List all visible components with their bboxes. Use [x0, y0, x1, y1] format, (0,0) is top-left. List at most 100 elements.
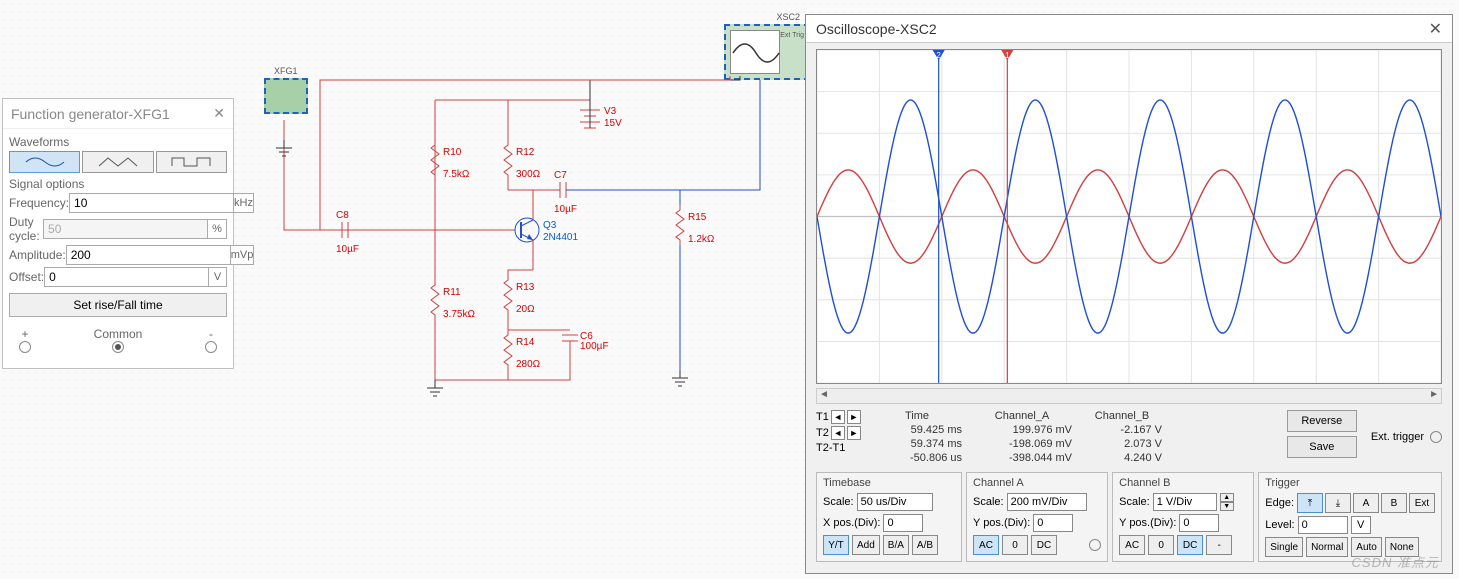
osc-titlebar[interactable]: Oscilloscope-XSC2 ✕ [806, 15, 1452, 43]
chb-scale-spinner[interactable]: ▲▼ [1220, 493, 1234, 511]
cha-scale-input[interactable] [1007, 493, 1087, 511]
fg-offset-input[interactable] [44, 267, 209, 287]
chb-scale-label: Scale: [1119, 496, 1150, 508]
osc-reverse-button[interactable]: Reverse [1287, 410, 1357, 432]
chb-title: Channel B [1119, 477, 1247, 489]
svg-text:1: 1 [1005, 51, 1010, 60]
ro-t2-right-button[interactable]: ► [847, 426, 861, 440]
xsc2-mini-scope [730, 30, 780, 74]
cha-dc-button[interactable]: DC [1031, 535, 1057, 555]
chb-ypos-input[interactable] [1179, 514, 1219, 532]
watermark-text: CSDN 准点元 [1352, 552, 1439, 571]
ro-t2-label: T2 [816, 427, 829, 439]
chb-ypos-label: Y pos.(Div): [1119, 517, 1176, 529]
cha-scale-label: Scale: [973, 496, 1004, 508]
ro-cell: 59.374 ms [872, 438, 962, 450]
fg-freq-unit[interactable]: kHz [234, 193, 254, 213]
trigger-edge-b-button[interactable]: B [1381, 493, 1407, 513]
trigger-mode-normal-button[interactable]: Normal [1306, 537, 1348, 557]
function-generator-window: Function generator-XFG1 ✕ Waveforms Sign… [2, 98, 234, 369]
fg-minus-label: - [205, 327, 217, 341]
fg-freq-label: Frequency: [9, 196, 69, 210]
ro-t1-right-button[interactable]: ► [847, 410, 861, 424]
fg-amp-input[interactable] [66, 245, 231, 265]
fg-duty-label: Duty cycle: [9, 215, 43, 243]
osc-readout-panel: T1 ◄ ► T2 ◄ ► T2-T1 TimeChannel_AChannel… [806, 406, 1452, 468]
fg-amp-unit[interactable]: mVp [231, 245, 255, 265]
timebase-xpos-label: X pos.(Div): [823, 517, 880, 529]
cha-ypos-label: Y pos.(Div): [973, 517, 1030, 529]
osc-exttrig-label: Ext. trigger [1371, 431, 1424, 443]
timebase-scale-input[interactable] [857, 493, 933, 511]
ro-header: Time [872, 410, 962, 422]
cha-title: Channel A [973, 477, 1101, 489]
trigger-level-input[interactable] [1298, 516, 1348, 534]
fg-wave-triangle-button[interactable] [82, 151, 153, 173]
timebase-ba-button[interactable]: B/A [883, 535, 909, 555]
osc-scope-display[interactable]: 2 1 [816, 49, 1442, 384]
chb-0-button[interactable]: 0 [1148, 535, 1174, 555]
cha-ac-button[interactable]: AC [973, 535, 999, 555]
fg-minus-terminal[interactable] [205, 341, 217, 353]
fg-amp-label: Amplitude: [9, 248, 66, 262]
timebase-yt-button[interactable]: Y/T [823, 535, 849, 555]
osc-trigger-box: Trigger Edge: ⤒⤓ABExt Level: V SingleNor… [1258, 472, 1442, 562]
trigger-mode-single-button[interactable]: Single [1265, 537, 1303, 557]
fg-common-label: Common [94, 327, 143, 341]
osc-channel-b-box: Channel B Scale: ▲▼ Y pos.(Div): AC0DC- [1112, 472, 1254, 562]
trigger-edge--button[interactable]: ⤓ [1325, 493, 1351, 513]
trigger-title: Trigger [1265, 477, 1435, 489]
chb-dc-button[interactable]: DC [1177, 535, 1203, 555]
cha-ypos-input[interactable] [1033, 514, 1073, 532]
ro-t1-left-button[interactable]: ◄ [831, 410, 845, 424]
chb--button[interactable]: - [1206, 535, 1232, 555]
trigger-edge-ext-button[interactable]: Ext [1409, 493, 1435, 513]
ro-cell: -50.806 us [872, 452, 962, 464]
trigger-edge-a-button[interactable]: A [1353, 493, 1379, 513]
svg-text:2: 2 [936, 51, 941, 60]
ro-cell: -398.044 mV [972, 452, 1072, 464]
fg-plus-terminal[interactable] [19, 341, 31, 353]
oscilloscope-window: Oscilloscope-XSC2 ✕ 2 1 T1 ◄ ► T2 ◄ ► T2… [805, 14, 1453, 574]
fg-setrise-button[interactable]: Set rise/Fall time [9, 293, 227, 317]
fg-offset-unit[interactable]: V [209, 267, 227, 287]
fg-common-terminal[interactable] [112, 341, 124, 353]
fg-wave-sine-button[interactable] [9, 151, 80, 173]
ro-t2-left-button[interactable]: ◄ [831, 426, 845, 440]
timebase-add-button[interactable]: Add [852, 535, 880, 555]
xsc2-instrument[interactable]: XSC2 Ext Trig [724, 24, 810, 80]
osc-horiz-scrollbar[interactable] [816, 388, 1442, 404]
chb-ac-button[interactable]: AC [1119, 535, 1145, 555]
xfg1-instrument[interactable]: XFG1 [264, 78, 308, 114]
cha-0-button[interactable]: 0 [1002, 535, 1028, 555]
osc-exttrig-terminal[interactable] [1430, 431, 1442, 443]
timebase-ab-button[interactable]: A/B [912, 535, 938, 555]
fg-offset-label: Offset: [9, 270, 44, 284]
osc-close-icon[interactable]: ✕ [1429, 19, 1442, 39]
xsc2-exttrig-label: Ext Trig [780, 32, 804, 39]
xsc2-label: XSC2 [776, 12, 800, 22]
ro-cell: 2.073 V [1082, 438, 1162, 450]
chb-scale-input[interactable] [1153, 493, 1217, 511]
fg-wave-square-button[interactable] [156, 151, 227, 173]
ro-cell: -198.069 mV [972, 438, 1072, 450]
fg-waveforms-label: Waveforms [9, 135, 227, 149]
osc-title-text: Oscilloscope-XSC2 [816, 21, 937, 37]
trigger-edge--button[interactable]: ⤒ [1297, 493, 1323, 513]
timebase-xpos-input[interactable] [883, 514, 923, 532]
fg-close-icon[interactable]: ✕ [213, 105, 225, 122]
ro-header: Channel_A [972, 410, 1072, 422]
osc-timebase-box: Timebase Scale: X pos.(Div): Y/TAddB/AA/… [816, 472, 962, 562]
ro-t1-label: T1 [816, 411, 829, 423]
cha-terminal[interactable] [1089, 539, 1101, 551]
trigger-level-unit: V [1351, 516, 1371, 534]
fg-signal-options-label: Signal options [9, 177, 227, 191]
fg-plus-label: + [19, 327, 31, 341]
trigger-level-label: Level: [1265, 519, 1294, 531]
fg-freq-input[interactable] [69, 193, 234, 213]
timebase-title: Timebase [823, 477, 955, 489]
trigger-edge-label: Edge: [1265, 497, 1294, 509]
osc-save-button[interactable]: Save [1287, 436, 1357, 458]
ro-diff-label: T2-T1 [816, 442, 845, 454]
fg-titlebar[interactable]: Function generator-XFG1 ✕ [3, 99, 233, 129]
